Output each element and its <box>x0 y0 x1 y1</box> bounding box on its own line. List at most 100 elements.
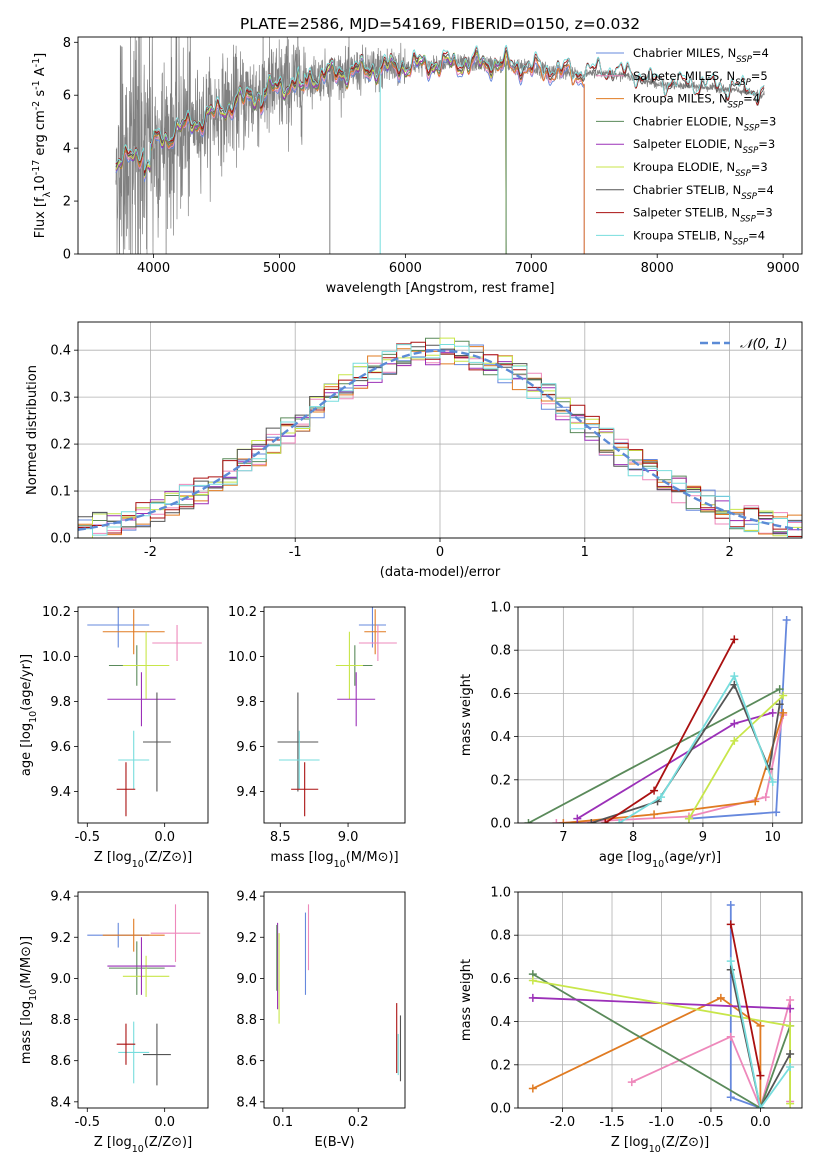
weight-marker <box>726 920 735 929</box>
weight-marker <box>756 1021 765 1030</box>
x-tick-label: 8.5 <box>270 830 291 845</box>
mass_vs_EBV-chart: 0.1 0.2 8.4 8.6 8.8 9.0 9.2 9.4 E(B-V) <box>236 890 406 1150</box>
weight-marker <box>684 814 693 823</box>
x-axis-label: Z [log10(Z/Z⊙)] <box>94 1135 192 1155</box>
y-tick-label: 10.2 <box>228 605 257 620</box>
x-tick-label: 5000 <box>263 261 296 276</box>
x-tick-label: 0.0 <box>154 1115 175 1130</box>
y-tick-label: 1.0 <box>490 601 511 616</box>
weight-line <box>729 924 762 1076</box>
weight-marker <box>786 1099 795 1108</box>
weight-marker <box>772 808 781 817</box>
weight-marker <box>775 685 784 694</box>
weight-marker <box>786 996 795 1004</box>
x-tick-label: -1.0 <box>649 1115 674 1130</box>
y-tick-label: 8.6 <box>50 1054 71 1069</box>
y-axis-label: mass weight <box>459 959 474 1041</box>
y-tick-label: 10.0 <box>42 650 71 665</box>
weight-marker <box>786 1062 795 1071</box>
weight-marker <box>730 736 739 745</box>
spectrum-model-line <box>115 44 765 171</box>
y-tick-label: 0.8 <box>490 644 511 659</box>
x-tick-label: 10 <box>764 830 781 845</box>
weight-marker <box>730 635 739 644</box>
y-axis-label: Normed distribution <box>25 365 40 495</box>
weight_vs_age-chart: 7 8 9 10 0.0 0.2 0.4 0.6 0.8 1.0 age [log10(age/yr… <box>459 601 803 870</box>
y-tick-label: 0.2 <box>490 1058 511 1073</box>
spectrum-plot-area <box>115 37 765 254</box>
weight-marker <box>779 708 788 717</box>
y-tick-label: 0.0 <box>490 817 511 832</box>
legend-label: Salpeter MILES, NSSP=5 <box>633 69 768 88</box>
y-axis-label: age [log10(age/yr)] <box>19 654 39 776</box>
age_vs_mass-plot-area <box>277 607 397 817</box>
y-tick-label: 0.0 <box>50 532 71 547</box>
x-axis-label: Z [log10(Z/Z⊙)] <box>94 850 192 870</box>
y-tick-label: 0.2 <box>50 438 71 453</box>
x-axis-label: Z [log10(Z/Z⊙)] <box>611 1135 709 1155</box>
x-axis-label: (data-model)/error <box>380 565 501 580</box>
y-tick-label: 9.2 <box>236 931 257 946</box>
y-tick-label: 9.4 <box>50 890 71 905</box>
y-tick-label: 8.4 <box>50 1095 71 1110</box>
x-tick-label: -2.0 <box>550 1115 575 1130</box>
weight-marker <box>775 700 784 709</box>
plot-frame <box>263 891 406 1109</box>
age_vs_Z-plot-area <box>87 607 202 817</box>
y-tick-label: 0.4 <box>490 1015 511 1030</box>
y-tick-label: 8.6 <box>236 1054 257 1069</box>
legend-label: Chabrier STELIB, NSSP=4 <box>633 183 774 202</box>
weight-marker <box>657 793 666 802</box>
weight_vs_Z-chart: -2.0 -1.5 -1.0 -0.5 0.0 0.0 0.2 0.4 0.6 0.8 1.0 Z [… <box>459 886 803 1155</box>
y-tick-label: 0.6 <box>490 687 511 702</box>
x-tick-label: 0.1 <box>273 1115 294 1130</box>
weight-marker <box>726 957 735 966</box>
legend-label: Kroupa ELODIE, NSSP=3 <box>633 160 768 179</box>
y-tick-label: 0.8 <box>490 929 511 944</box>
y-tick-label: 8.8 <box>236 1013 257 1028</box>
spectrum-chart: 4000 5000 6000 7000 8000 9000 0 2 4 6 8 Chabrier MI… <box>31 36 803 296</box>
weight-marker <box>756 1071 765 1080</box>
x-tick-label: 0.0 <box>154 830 175 845</box>
weight-marker <box>650 810 659 819</box>
weight-marker <box>524 819 533 823</box>
y-tick-label: 9.0 <box>236 972 257 987</box>
weight-line <box>532 973 791 1108</box>
normal-curve <box>78 349 800 531</box>
weight-marker <box>559 819 568 823</box>
x-tick-label: -0.5 <box>698 1115 723 1130</box>
y-tick-label: 0.1 <box>50 485 71 500</box>
weight_vs_age-plot-area <box>524 615 791 823</box>
x-tick-label: 7000 <box>515 261 548 276</box>
y-tick-label: 9.4 <box>236 785 257 800</box>
y-tick-label: 9.4 <box>236 890 257 905</box>
weight-marker <box>786 1021 795 1030</box>
plot-frame <box>77 36 803 255</box>
y-tick-label: 0.4 <box>490 730 511 745</box>
weight-marker <box>786 1004 795 1013</box>
y-tick-label: 6 <box>63 89 71 104</box>
x-tick-label: -2 <box>144 545 157 560</box>
weight-line <box>618 674 774 823</box>
y-tick-label: 4 <box>63 142 71 157</box>
weight-marker <box>730 719 739 728</box>
spectrum-data-line <box>115 37 765 254</box>
weight-marker <box>751 797 760 806</box>
x-tick-label: 4000 <box>137 261 170 276</box>
y-tick-label: 8.4 <box>236 1095 257 1110</box>
weight-marker <box>779 691 788 700</box>
x-axis-label: wavelength [Angstrom, rest frame] <box>326 281 555 296</box>
weight_vs_Z-plot-area <box>528 900 795 1108</box>
y-tick-label: 0.2 <box>490 773 511 788</box>
weight-marker <box>627 1078 636 1087</box>
weight-marker <box>726 1093 735 1102</box>
x-tick-label: -1 <box>289 545 302 560</box>
plot-frame <box>263 606 406 824</box>
mass_vs_Z-plot-area <box>87 904 201 1086</box>
legend-label: Chabrier ELODIE, NSSP=3 <box>633 114 776 133</box>
weight-line <box>729 960 791 1108</box>
weight-marker <box>601 819 610 823</box>
x-tick-label: 8 <box>629 830 637 845</box>
weight-marker <box>782 615 791 624</box>
x-tick-label: 8000 <box>641 261 674 276</box>
